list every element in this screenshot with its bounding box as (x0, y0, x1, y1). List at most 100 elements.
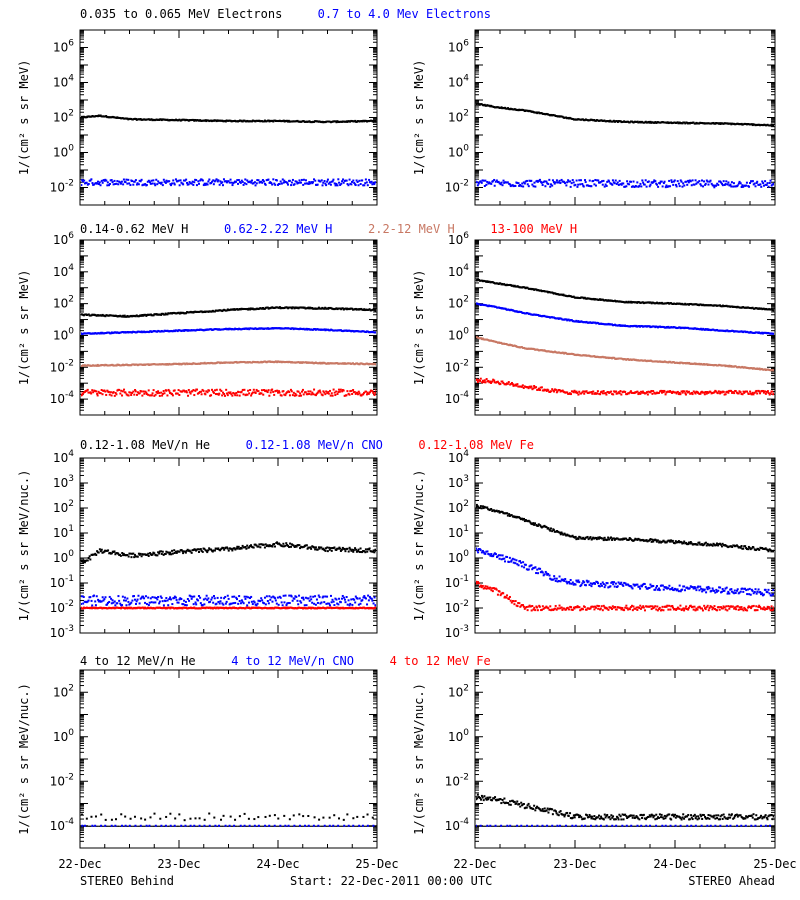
series-2 (81, 360, 376, 368)
data-point (220, 309, 223, 312)
data-point (234, 394, 237, 397)
data-point (583, 390, 586, 393)
data-point (569, 393, 572, 396)
data-point (538, 112, 541, 115)
data-point (142, 390, 145, 393)
data-point (715, 364, 718, 367)
data-point (293, 183, 296, 186)
data-point (368, 178, 371, 181)
data-point (101, 393, 104, 396)
data-point (715, 304, 718, 307)
data-point (274, 360, 277, 363)
data-point (145, 183, 148, 186)
data-point (688, 327, 691, 330)
data-point (306, 361, 309, 364)
data-point (88, 555, 91, 558)
data-point (100, 388, 103, 391)
data-point (88, 115, 91, 118)
data-point (225, 119, 228, 122)
data-point (344, 307, 347, 310)
data-point (321, 184, 324, 187)
data-point (742, 306, 745, 309)
data-point (134, 315, 137, 318)
data-point (480, 303, 483, 306)
data-point (371, 308, 374, 311)
data-point (737, 306, 740, 309)
data-point (479, 379, 482, 382)
data-point (670, 361, 673, 364)
data-point (694, 392, 697, 395)
data-point (306, 182, 309, 185)
panel-title-part: 0.14-0.62 MeV H (80, 222, 188, 236)
data-point (351, 362, 354, 365)
data-layer (476, 102, 774, 189)
data-point (286, 182, 289, 185)
data-point (81, 180, 84, 183)
data-point (704, 182, 707, 185)
data-point (150, 394, 153, 397)
data-point (323, 391, 326, 394)
data-point (730, 181, 733, 184)
panel-title-part: 0.7 to 4.0 Mev Electrons (318, 7, 491, 21)
data-point (333, 329, 336, 332)
data-point (228, 119, 231, 122)
data-point (167, 388, 170, 391)
data-point (629, 358, 632, 361)
data-point (476, 181, 479, 184)
data-point (764, 180, 767, 183)
data-point (214, 393, 217, 396)
data-point (565, 391, 568, 394)
data-point (751, 306, 754, 309)
data-point (569, 319, 572, 322)
data-point (532, 347, 535, 350)
data-point (293, 394, 296, 397)
data-point (290, 307, 293, 310)
data-point (263, 119, 266, 122)
data-point (689, 327, 692, 330)
data-point (315, 394, 318, 397)
data-point (126, 314, 129, 317)
data-point (685, 362, 688, 365)
data-point (772, 393, 774, 396)
data-point (572, 353, 575, 356)
data-point (132, 183, 135, 186)
data-point (99, 550, 102, 553)
data-point (198, 390, 201, 393)
data-point (101, 331, 104, 334)
data-point (541, 314, 544, 317)
data-point (666, 361, 669, 364)
data-point (243, 388, 246, 391)
data-point (760, 367, 763, 370)
data-point (625, 393, 628, 396)
data-point (118, 553, 121, 556)
data-point (587, 119, 590, 122)
data-point (324, 306, 327, 309)
data-point (339, 362, 342, 365)
data-point (741, 365, 744, 368)
data-point (251, 307, 254, 310)
data-point (200, 328, 203, 331)
data-point (762, 182, 765, 185)
data-point (211, 362, 214, 365)
data-point (679, 393, 682, 396)
data-point (738, 180, 741, 183)
data-point (272, 390, 275, 393)
data-point (530, 313, 533, 316)
data-point (242, 183, 245, 186)
data-point (513, 344, 516, 347)
series-3 (81, 388, 376, 397)
plot-frame (474, 239, 776, 416)
data-point (122, 331, 125, 334)
data-point (662, 391, 665, 394)
data-point (267, 178, 270, 181)
data-point (126, 182, 129, 185)
data-point (547, 291, 550, 294)
data-point (353, 363, 356, 366)
data-point (295, 394, 298, 397)
data-point (97, 390, 100, 393)
data-point (541, 183, 544, 186)
data-point (130, 364, 133, 367)
data-point (193, 181, 196, 184)
data-point (731, 391, 734, 394)
data-point (624, 358, 627, 361)
